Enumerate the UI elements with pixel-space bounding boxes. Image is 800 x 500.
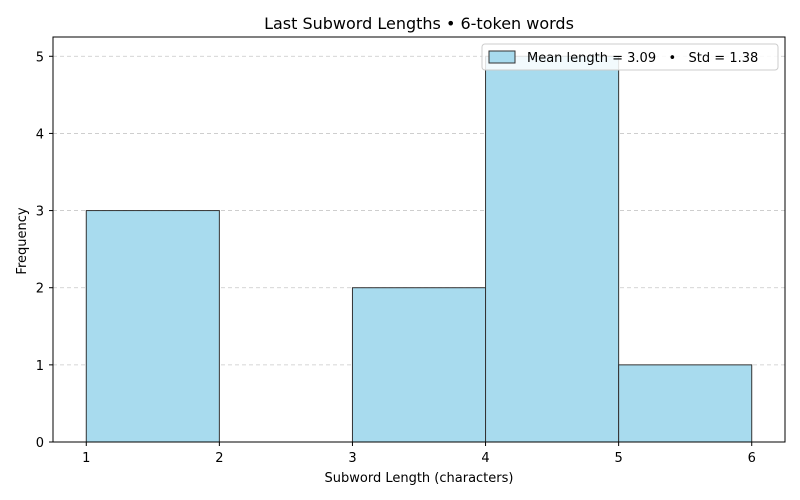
x-tick-label-1: 2: [215, 451, 223, 466]
x-tick-label-5: 6: [748, 451, 756, 466]
y-axis-label: Frequency: [15, 207, 30, 274]
x-axis-ticks: 1 2 3 4 5 6: [82, 442, 756, 466]
y-axis-ticks: 0 1 2 3 4 5: [36, 50, 53, 451]
legend: Mean length = 3.09 • Std = 1.38: [481, 43, 779, 71]
histogram-bar-0: [85, 210, 220, 443]
y-tick-label-5: 5: [36, 50, 44, 65]
x-tick-label-2: 3: [348, 451, 356, 466]
histogram-bar-3: [485, 55, 620, 443]
bars: [85, 55, 753, 443]
y-tick-label-2: 2: [36, 282, 44, 297]
legend-box: [481, 43, 779, 71]
y-tick-label-3: 3: [36, 205, 44, 220]
y-tick-label-4: 4: [36, 127, 44, 142]
plot-frame: [52, 36, 786, 443]
x-axis-label: Subword Length (characters): [325, 471, 514, 486]
legend-label: Mean length = 3.09 • Std = 1.38: [527, 51, 758, 66]
y-tick-label-0: 0: [36, 436, 44, 451]
histogram-bar-4: [618, 364, 753, 443]
legend-swatch: [488, 50, 516, 64]
x-tick-label-4: 5: [614, 451, 622, 466]
x-tick-label-3: 4: [481, 451, 489, 466]
y-tick-label-1: 1: [36, 359, 44, 374]
histogram-bar-2: [351, 287, 487, 443]
chart-title: Last Subword Lengths • 6-token words: [264, 14, 574, 33]
x-tick-label-0: 1: [82, 451, 90, 466]
